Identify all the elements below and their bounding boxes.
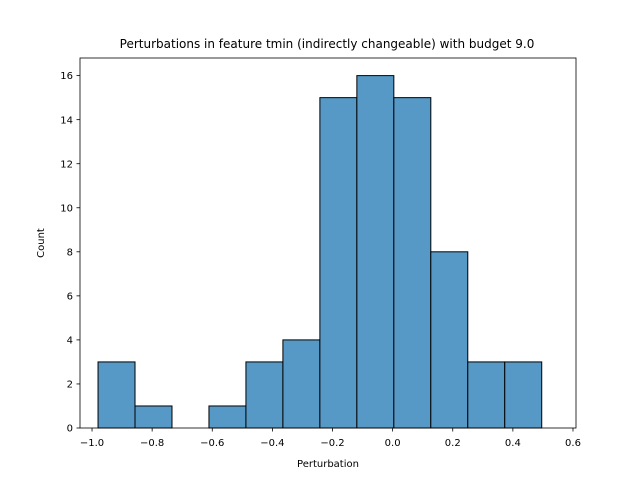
x-tick-label-2: −0.8: [140, 438, 164, 449]
y-tick-label-3: 4: [67, 336, 73, 347]
y-tick-label-6: 10: [60, 203, 73, 214]
y-tick-label-4: 6: [67, 291, 73, 302]
y-tick-label-1: 0: [67, 424, 73, 435]
x-tick-label-3: −0.6: [200, 438, 224, 449]
histogram-bar-6: [282, 339, 321, 429]
y-tick-label-8: 14: [60, 115, 73, 126]
x-tick-label-4: −0.4: [260, 438, 284, 449]
x-tick-label-1: −1.0: [80, 438, 104, 449]
x-axis-label: Perturbation: [297, 459, 359, 470]
bars-group: [97, 75, 543, 429]
histogram-bar-1: [97, 361, 136, 429]
histogram-bar-10: [430, 251, 469, 429]
histogram-bar-4: [208, 405, 247, 429]
plot-frame: [79, 57, 577, 429]
x-tick-label-9: 0.6: [565, 438, 581, 449]
x-axis-ticks: −1.0 −0.8 −0.6 −0.4 −0.2 0.0 0.2 0.4 0.6: [80, 428, 581, 449]
x-tick-label-6: 0.0: [385, 438, 401, 449]
x-tick-label-8: 0.4: [505, 438, 521, 449]
histogram-bar-9: [393, 97, 432, 429]
y-tick-label-7: 12: [60, 159, 73, 170]
y-tick-label-2: 2: [67, 380, 73, 391]
histogram-bar-12: [504, 361, 543, 429]
y-axis-ticks: 0 2 4 6 8 10 12 14 16: [60, 71, 80, 435]
x-tick-label-5: −0.2: [320, 438, 344, 449]
histogram-bar-11: [467, 361, 506, 429]
histogram-bar-2: [134, 405, 173, 429]
y-axis-label: Count: [36, 228, 47, 258]
histogram-bar-8: [356, 75, 395, 429]
y-tick-label-5: 8: [67, 247, 73, 258]
y-tick-label-9: 16: [60, 71, 73, 82]
x-tick-label-7: 0.2: [445, 438, 461, 449]
histogram-bar-5: [245, 361, 284, 429]
histogram-bar-7: [319, 97, 358, 429]
chart-title: Perturbations in feature tmin (indirectl…: [120, 37, 535, 51]
